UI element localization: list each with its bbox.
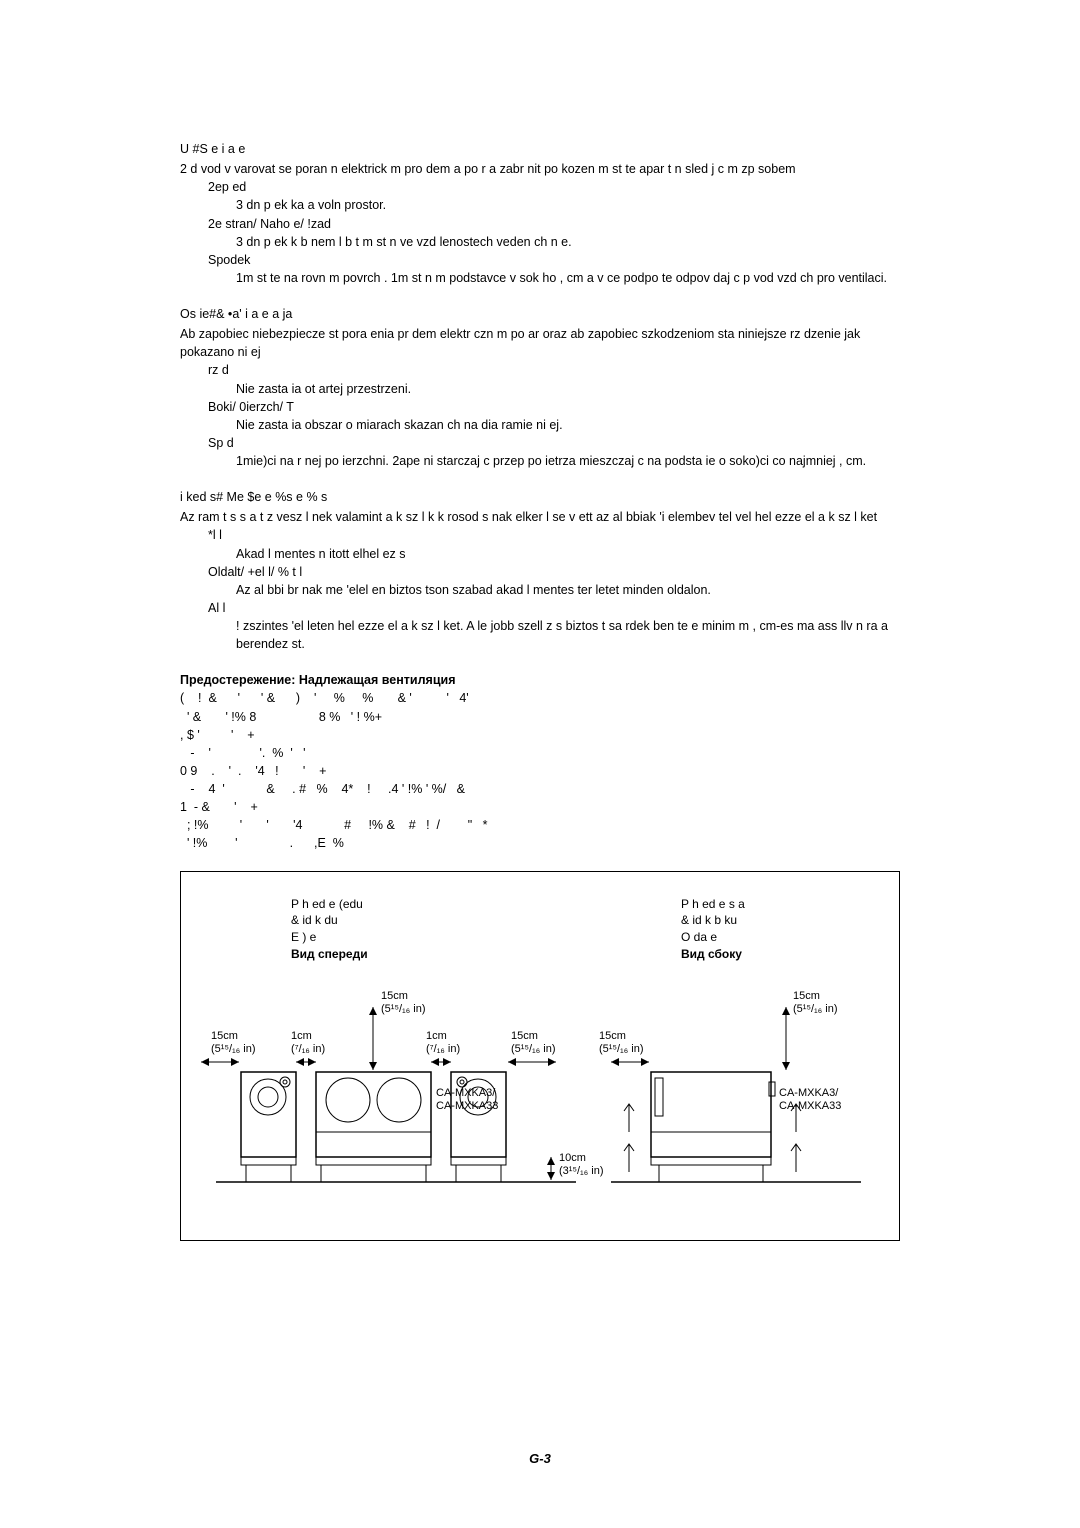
dim-side-left-s: (5¹⁵/₁₆ in) <box>599 1043 644 1055</box>
dim-front-top-s: (5¹⁵/₁₆ in) <box>381 1003 426 1015</box>
russian-line-1: ' & ' !% 8 8 % ' ! %+ <box>180 708 900 726</box>
dim-front-left-v: 15cm <box>211 1030 238 1042</box>
polish-item-2-text: 1mie)ci na r nej po ierzchni. 2ape ni st… <box>180 452 900 470</box>
dim-side-left: 15cm (5¹⁵/₁₆ in) <box>599 1030 644 1056</box>
dim-front-top-v: 15cm <box>381 990 408 1002</box>
model-front: CA-MXKA3/ CA-MXKA33 <box>436 1087 498 1113</box>
hungarian-item-2-head: Al l <box>180 599 900 617</box>
dim-gap-left: 1cm (⁷/₁₆ in) <box>291 1030 325 1056</box>
polish-item-1-text: Nie zasta ia obszar o miarach skazan ch … <box>180 416 900 434</box>
page-number: G-3 <box>0 1451 1080 1466</box>
dim-gap-left-v: 1cm <box>291 1030 312 1042</box>
dim-bottom-s: (3¹⁵/₁₆ in) <box>559 1165 604 1177</box>
dim-side-top-s: (5¹⁵/₁₆ in) <box>793 1003 838 1015</box>
russian-line-2: , $ ' ' + <box>180 726 900 744</box>
polish-title: Os ie#& •a' i a e a ja <box>180 305 900 323</box>
dim-bottom-v: 10cm <box>559 1152 586 1164</box>
dim-front-top: 15cm (5¹⁵/₁₆ in) <box>381 990 426 1016</box>
diagram-svg <box>181 872 901 1242</box>
czech-item-1-head: 2e stran/ Naho e/ !zad <box>180 215 900 233</box>
russian-title: Предостережение: Надлежащая вентиляция <box>180 671 900 689</box>
hungarian-item-1-text: Az al bbi br nak me 'elel en biztos tson… <box>180 581 900 599</box>
hungarian-item-1-head: Oldalt/ +el l/ % t l <box>180 563 900 581</box>
hungarian-body: Az ram t s s a t z vesz l nek valamint a… <box>180 508 900 526</box>
czech-item-2-head: Spodek <box>180 251 900 269</box>
polish-body: Ab zapobiec niebezpiecze st pora enia pr… <box>180 325 900 361</box>
dim-gap-right-s: (⁷/₁₆ in) <box>426 1043 460 1055</box>
russian-line-8: ' !% ' . ,E % <box>180 834 900 852</box>
czech-title: U #S e i a e <box>180 140 900 158</box>
czech-body: 2 d vod v varovat se poran n elektrick m… <box>180 160 900 178</box>
czech-item-1-text: 3 dn p ek k b nem l b t m st n ve vzd le… <box>180 233 900 251</box>
hungarian-item-0-head: *l l <box>180 526 900 544</box>
czech-item-2-text: 1m st te na rovn m povrch . 1m st n m po… <box>180 269 900 287</box>
section-hungarian: i ked s# Me $e e %s e % s Az ram t s s a… <box>180 488 900 653</box>
dim-side-top-v: 15cm <box>793 990 820 1002</box>
section-czech: U #S e i a e 2 d vod v varovat se poran … <box>180 140 900 287</box>
russian-line-3: - ' '. % ' ' <box>180 744 900 762</box>
dim-side-left-v: 15cm <box>599 1030 626 1042</box>
hungarian-item-0-text: Akad l mentes n itott elhel ez s <box>180 545 900 563</box>
russian-line-4: 0 9 . ' . '4 ! ' + <box>180 762 900 780</box>
czech-item-0-text: 3 dn p ek ka a voln prostor. <box>180 196 900 214</box>
dim-bottom: 10cm (3¹⁵/₁₆ in) <box>559 1152 604 1178</box>
section-polish: Os ie#& •a' i a e a ja Ab zapobiec niebe… <box>180 305 900 470</box>
russian-line-5: - 4 ' & . # % 4* ! .4 ' !% ' %/ & <box>180 780 900 798</box>
dim-front-left-s: (5¹⁵/₁₆ in) <box>211 1043 256 1055</box>
dim-front-right: 15cm (5¹⁵/₁₆ in) <box>511 1030 556 1056</box>
model-side: CA-MXKA3/ CA-MXKA33 <box>779 1087 841 1113</box>
dim-gap-right: 1cm (⁷/₁₆ in) <box>426 1030 460 1056</box>
polish-item-0-head: rz d <box>180 361 900 379</box>
dim-front-left: 15cm (5¹⁵/₁₆ in) <box>211 1030 256 1056</box>
dim-gap-right-v: 1cm <box>426 1030 447 1042</box>
dim-front-right-s: (5¹⁵/₁₆ in) <box>511 1043 556 1055</box>
hungarian-title: i ked s# Me $e e %s e % s <box>180 488 900 506</box>
page-content: U #S e i a e 2 d vod v varovat se poran … <box>180 140 900 1241</box>
ventilation-diagram: P h ed e (edu & id k du E ) e Вид сперед… <box>180 871 900 1241</box>
dim-front-right-v: 15cm <box>511 1030 538 1042</box>
russian-line-7: ; !% ' ' '4 # !% & # ! / " * <box>180 816 900 834</box>
dim-gap-left-s: (⁷/₁₆ in) <box>291 1043 325 1055</box>
russian-line-0: ( ! & ' ' & ) ' % % & ' ' 4' <box>180 689 900 707</box>
polish-item-0-text: Nie zasta ia ot artej przestrzeni. <box>180 380 900 398</box>
section-russian: Предостережение: Надлежащая вентиляция (… <box>180 671 900 852</box>
polish-item-2-head: Sp d <box>180 434 900 452</box>
czech-item-0-head: 2ep ed <box>180 178 900 196</box>
dim-side-top: 15cm (5¹⁵/₁₆ in) <box>793 990 838 1016</box>
hungarian-item-2-text: ! zszintes 'el leten hel ezze el a k sz … <box>180 617 900 653</box>
russian-line-6: 1 - & ' + <box>180 798 900 816</box>
polish-item-1-head: Boki/ 0ierzch/ T <box>180 398 900 416</box>
